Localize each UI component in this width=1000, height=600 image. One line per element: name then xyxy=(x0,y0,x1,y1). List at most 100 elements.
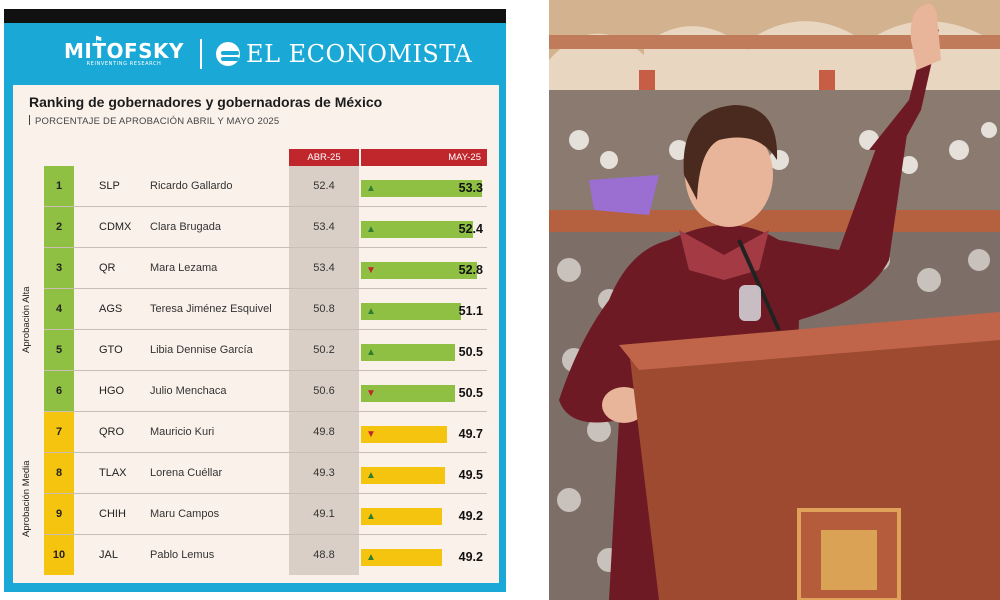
may-bar xyxy=(361,180,482,197)
rank-cell: 9 xyxy=(55,508,63,520)
abr-value: 50.2 xyxy=(313,344,335,356)
state-cell: QR xyxy=(99,262,116,274)
governor-name: Julio Menchaca xyxy=(150,385,227,397)
row-divider xyxy=(44,493,487,494)
mitofsky-logo: ⚑ MITOFSKY REINVENTING RESEARCH xyxy=(64,35,185,68)
governor-name: Lorena Cuéllar xyxy=(150,467,223,479)
may-bar xyxy=(361,467,445,484)
group-label-high: Aprobación Alta xyxy=(21,286,32,353)
may-value: 50.5 xyxy=(458,386,483,400)
abr-value: 53.4 xyxy=(313,262,335,274)
state-cell: SLP xyxy=(99,180,120,192)
table-row: 8 TLAX Lorena Cuéllar 49.3 ▲ 49.5 xyxy=(44,453,487,494)
state-cell: TLAX xyxy=(99,467,127,479)
mitofsky-wordmark: MITOFSKY xyxy=(64,38,185,63)
may-value: 53.3 xyxy=(458,181,483,195)
state-cell: HGO xyxy=(99,385,125,397)
may-bar xyxy=(361,426,447,443)
governor-name: Maru Campos xyxy=(150,508,220,520)
governor-name: Clara Brugada xyxy=(150,221,221,233)
table-row: 10 JAL Pablo Lemus 48.8 ▲ 49.2 xyxy=(44,535,487,576)
ranking-panel: Ranking de gobernadores y gobernadoras d… xyxy=(13,85,499,583)
governor-name: Pablo Lemus xyxy=(150,549,215,561)
trend-up-icon: ▲ xyxy=(366,511,376,522)
may-value: 49.2 xyxy=(458,509,483,523)
top-bar xyxy=(4,9,506,23)
flag-icon: ⚑ xyxy=(94,34,104,46)
rank-cell: 2 xyxy=(55,221,63,233)
row-divider xyxy=(44,206,487,207)
may-value: 49.5 xyxy=(458,468,483,482)
governor-name: Libia Dennise García xyxy=(150,344,253,356)
state-cell: QRO xyxy=(99,426,125,438)
ranking-title: Ranking de gobernadores y gobernadoras d… xyxy=(29,94,383,110)
may-value: 49.7 xyxy=(458,427,483,441)
may-value: 52.4 xyxy=(458,222,483,236)
may-value: 52.8 xyxy=(458,263,483,277)
abr-value: 48.8 xyxy=(313,549,335,561)
rank-cell: 4 xyxy=(55,303,63,315)
rank-cell: 7 xyxy=(55,426,63,438)
el-economista-wordmark: EL ECONOMISTA xyxy=(246,40,473,68)
group-label-mid: Aprobación Media xyxy=(21,460,32,537)
abr-value: 53.4 xyxy=(313,221,335,233)
brand-header: ⚑ MITOFSKY REINVENTING RESEARCH EL ECONO… xyxy=(4,23,506,85)
governor-name: Mauricio Kuri xyxy=(150,426,215,438)
may-bar xyxy=(361,344,455,361)
may-bar xyxy=(361,508,442,525)
table-row: 3 QR Mara Lezama 53.4 ▼ 52.8 xyxy=(44,248,487,289)
table-row: 9 CHIH Maru Campos 49.1 ▲ 49.2 xyxy=(44,494,487,535)
state-cell: CHIH xyxy=(99,508,126,520)
trend-down-icon: ▼ xyxy=(366,429,376,440)
abr-value: 49.3 xyxy=(313,467,335,479)
trend-down-icon: ▼ xyxy=(366,388,376,399)
row-divider xyxy=(44,329,487,330)
row-divider xyxy=(44,288,487,289)
trend-up-icon: ▲ xyxy=(366,347,376,358)
table-row: 4 AGS Teresa Jiménez Esquivel 50.8 ▲ 51.1 xyxy=(44,289,487,330)
may-bar xyxy=(361,549,442,566)
rank-cell: 10 xyxy=(52,549,66,561)
row-divider xyxy=(44,452,487,453)
row-divider xyxy=(44,534,487,535)
brand-divider xyxy=(200,39,203,69)
may-bar xyxy=(361,262,477,279)
rank-cell: 6 xyxy=(55,385,63,397)
state-cell: GTO xyxy=(99,344,123,356)
ranking-infographic: ⚑ MITOFSKY REINVENTING RESEARCH EL ECONO… xyxy=(4,9,506,592)
speaker-at-podium-image xyxy=(549,0,1000,600)
mitofsky-tagline: REINVENTING RESEARCH xyxy=(86,60,162,67)
table-row: 5 GTO Libia Dennise García 50.2 ▲ 50.5 xyxy=(44,330,487,371)
trend-up-icon: ▲ xyxy=(366,183,376,194)
column-header-abr: ABR-25 xyxy=(289,149,359,166)
trend-up-icon: ▲ xyxy=(366,306,376,317)
governor-name: Mara Lezama xyxy=(150,262,218,274)
rank-cell: 5 xyxy=(55,344,63,356)
table-row: 1 SLP Ricardo Gallardo 52.4 ▲ 53.3 xyxy=(44,166,487,207)
trend-up-icon: ▲ xyxy=(366,552,376,563)
table-row: 2 CDMX Clara Brugada 53.4 ▲ 52.4 xyxy=(44,207,487,248)
state-cell: AGS xyxy=(99,303,123,315)
may-bar xyxy=(361,303,461,320)
governor-name: Ricardo Gallardo xyxy=(150,180,233,192)
rank-cell: 8 xyxy=(55,467,63,479)
may-value: 49.2 xyxy=(458,550,483,564)
abr-value: 50.6 xyxy=(313,385,335,397)
may-value: 50.5 xyxy=(458,345,483,359)
row-divider xyxy=(44,411,487,412)
column-header-may: MAY-25 xyxy=(361,149,487,166)
abr-value: 52.4 xyxy=(313,180,335,192)
ranking-subtitle: PORCENTAJE DE APROBACIÓN ABRIL Y MAYO 20… xyxy=(29,115,279,127)
row-divider xyxy=(44,370,487,371)
table-row: 7 QRO Mauricio Kuri 49.8 ▼ 49.7 xyxy=(44,412,487,453)
trend-up-icon: ▲ xyxy=(366,224,376,235)
table-row: 6 HGO Julio Menchaca 50.6 ▼ 50.5 xyxy=(44,371,487,412)
rank-cell: 1 xyxy=(55,180,63,192)
rank-cell: 3 xyxy=(55,262,63,274)
row-divider xyxy=(44,247,487,248)
governor-name: Teresa Jiménez Esquivel xyxy=(150,303,272,315)
may-bar xyxy=(361,221,473,238)
abr-value: 50.8 xyxy=(313,303,335,315)
el-economista-icon xyxy=(216,42,241,66)
state-cell: JAL xyxy=(99,549,118,561)
